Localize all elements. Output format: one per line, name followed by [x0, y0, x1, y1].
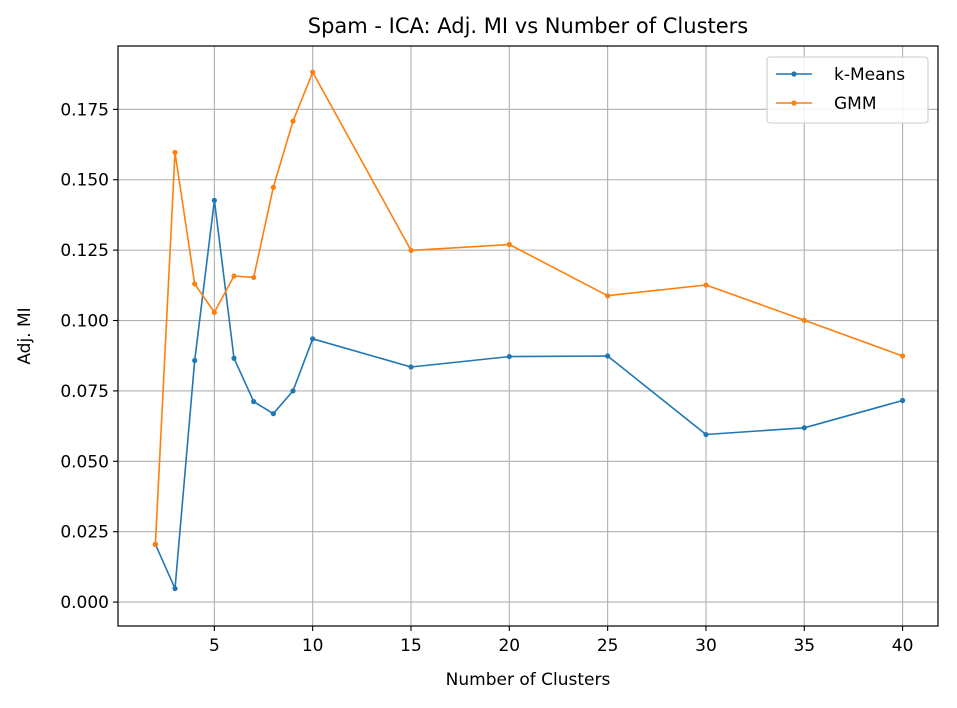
data-point-k-means — [408, 364, 414, 370]
data-point-gmm — [270, 184, 276, 190]
legend-marker-k-means — [791, 71, 797, 77]
data-point-gmm — [801, 317, 807, 323]
data-point-k-means — [801, 425, 807, 431]
data-point-gmm — [192, 281, 198, 287]
chart-title: Spam - ICA: Adj. MI vs Number of Cluster… — [308, 14, 749, 38]
series-layer — [152, 69, 906, 592]
data-point-k-means — [192, 357, 198, 364]
data-point-gmm — [251, 274, 257, 281]
series-k-means — [152, 197, 906, 592]
grid — [118, 46, 938, 626]
y-tick-label: 0.100 — [60, 312, 109, 332]
y-tick-label: 0.150 — [60, 171, 109, 191]
data-point-k-means — [703, 431, 709, 438]
data-point-gmm — [290, 118, 296, 124]
x-tick-label: 35 — [793, 636, 815, 656]
data-point-gmm — [506, 241, 512, 248]
x-tick-label: 20 — [498, 636, 520, 656]
x-tick-label: 40 — [892, 636, 914, 656]
data-point-gmm — [703, 282, 709, 288]
data-point-k-means — [270, 411, 276, 417]
data-point-k-means — [605, 353, 611, 359]
data-point-k-means — [231, 355, 237, 361]
x-tick-label: 25 — [597, 636, 619, 656]
data-point-k-means — [506, 353, 512, 360]
data-point-k-means — [900, 397, 906, 404]
data-point-k-means — [290, 388, 296, 394]
data-point-gmm — [408, 247, 414, 254]
data-point-gmm — [172, 149, 178, 156]
data-point-gmm — [231, 273, 237, 279]
series-gmm — [152, 69, 906, 547]
plot-frame — [117, 45, 939, 627]
data-point-k-means — [251, 399, 257, 405]
y-tick-label: 0.175 — [60, 100, 109, 120]
y-tick-label: 0.075 — [60, 382, 109, 402]
legend-marker-gmm — [791, 100, 797, 106]
data-point-k-means — [211, 197, 217, 203]
y-tick-label: 0.025 — [60, 523, 109, 543]
data-point-gmm — [152, 541, 158, 547]
data-point-gmm — [310, 69, 316, 75]
legend: k-Means GMM — [766, 56, 929, 124]
y-tick-label: 0.125 — [60, 241, 109, 261]
axis-ticks: 5 10 15 20 25 30 35 40 0.000 0.025 0.050 0.075 0.100… — [60, 100, 913, 656]
data-point-gmm — [605, 293, 611, 299]
x-tick-label: 15 — [400, 636, 422, 656]
y-axis-label: Adj. MI — [15, 307, 35, 364]
data-point-gmm — [211, 309, 217, 315]
x-tick-label: 5 — [209, 636, 220, 656]
legend-label-gmm: GMM — [834, 94, 877, 114]
data-point-k-means — [310, 336, 316, 342]
legend-label-k-means: k-Means — [834, 65, 905, 85]
data-point-gmm — [900, 353, 906, 359]
x-tick-label: 30 — [695, 636, 717, 656]
data-point-k-means — [172, 585, 178, 592]
x-tick-label: 10 — [302, 636, 324, 656]
y-tick-label: 0.000 — [60, 593, 109, 613]
x-axis-label: Number of Clusters — [446, 670, 611, 690]
y-tick-label: 0.050 — [60, 452, 109, 472]
